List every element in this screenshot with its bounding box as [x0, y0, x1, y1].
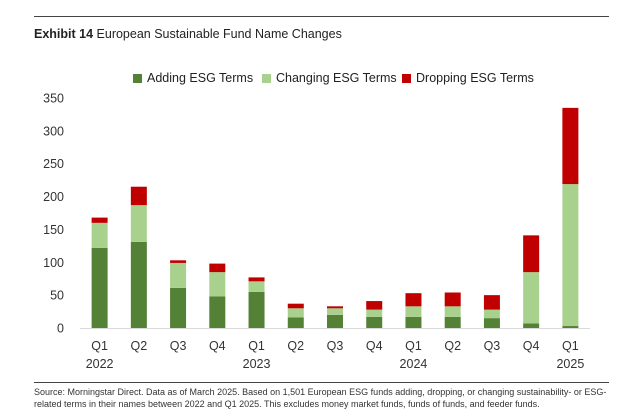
bar-segment-adding: [209, 296, 226, 328]
bar-segment-adding: [444, 316, 461, 328]
x-tick-label: Q4: [209, 339, 226, 353]
bar-segment-adding: [483, 318, 500, 328]
x-tick-label: Q3: [484, 339, 501, 353]
x-tick-label: Q1: [405, 339, 422, 353]
legend-swatch-changing: [262, 73, 271, 83]
bar-segment-changing: [562, 184, 579, 327]
bar-segment-adding: [562, 326, 579, 328]
bar-segment-changing: [170, 262, 187, 288]
bar-segment-adding: [248, 291, 265, 328]
bar-segment-adding: [405, 316, 422, 328]
y-tick-label: 0: [57, 322, 64, 336]
bar-segment-changing: [444, 306, 461, 317]
bar-segment-dropping: [248, 277, 265, 282]
bar-segment-adding: [327, 314, 343, 328]
bar-segment-dropping: [405, 293, 422, 307]
legend-label-adding: Adding ESG Terms: [147, 71, 254, 85]
bar-segment-dropping: [523, 235, 540, 273]
x-tick-label: Q4: [366, 339, 383, 353]
x-year-label: 2023: [243, 357, 271, 371]
bar-segment-adding: [366, 316, 383, 328]
legend-label-changing: Changing ESG Terms: [276, 71, 397, 85]
x-year-label: 2024: [400, 357, 428, 371]
chart-title: Exhibit 14 European Sustainable Fund Nam…: [34, 27, 342, 41]
y-tick-label: 150: [43, 223, 64, 237]
bar-segment-dropping: [562, 107, 579, 185]
x-tick-label: Q4: [523, 339, 540, 353]
legend-item-changing: Changing ESG Terms: [262, 71, 397, 85]
bar-segment-dropping: [327, 306, 343, 309]
y-tick-label: 50: [50, 289, 64, 303]
bar-segment-adding: [287, 317, 304, 328]
y-tick-label: 200: [43, 190, 64, 204]
bar-segment-dropping: [170, 260, 187, 263]
bar-segment-dropping: [91, 217, 108, 223]
y-tick-label: 350: [43, 92, 64, 106]
bar-segment-changing: [248, 281, 265, 292]
bottom-rule: [34, 382, 609, 383]
bar-segment-adding: [523, 323, 540, 328]
bar-segment-adding: [91, 247, 108, 328]
bar-segment-changing: [366, 309, 383, 317]
x-tick-label: Q2: [131, 339, 148, 353]
bar-segment-changing: [327, 308, 343, 315]
bar-segment-dropping: [209, 263, 226, 273]
bar-segment-dropping: [130, 186, 147, 206]
legend-label-dropping: Dropping ESG Terms: [416, 71, 534, 85]
bar-segment-changing: [405, 306, 422, 317]
bar-segment-adding: [130, 241, 147, 328]
x-tick-label: Q3: [170, 339, 187, 353]
legend: Adding ESG Terms Changing ESG Terms Drop…: [0, 71, 623, 87]
y-tick-label: 250: [43, 157, 64, 171]
x-tick-label: Q1: [562, 339, 579, 353]
y-tick-label: 300: [43, 124, 64, 138]
source-note: Source: Morningstar Direct. Data as of M…: [34, 387, 607, 409]
stacked-bar-chart: 0 50 100 150 200 250 300 350 Q1 2022 Q2 Q3 Q4 Q1 2023 Q…: [43, 92, 590, 371]
bar-segment-changing: [130, 205, 147, 242]
exhibit-number: Exhibit 14: [34, 27, 94, 41]
top-rule: [34, 16, 609, 17]
bar-segment-changing: [483, 309, 500, 319]
bar-segment-dropping: [444, 292, 461, 307]
legend-item-dropping: Dropping ESG Terms: [402, 71, 534, 85]
bar-segment-adding: [170, 287, 187, 328]
exhibit-title: European Sustainable Fund Name Changes: [96, 27, 342, 41]
bar-segment-dropping: [366, 301, 383, 310]
bar-segment-changing: [287, 308, 304, 318]
x-year-label: 2022: [86, 357, 114, 371]
x-tick-label: Q1: [91, 339, 108, 353]
legend-swatch-dropping: [402, 73, 411, 83]
legend-swatch-adding: [133, 73, 142, 83]
bar-segment-changing: [91, 222, 108, 248]
bar-segment-changing: [209, 272, 226, 297]
y-tick-label: 100: [43, 256, 64, 270]
bar-segment-changing: [523, 272, 540, 324]
x-tick-label: Q2: [287, 339, 304, 353]
bar-segment-dropping: [483, 295, 500, 310]
bar-segment-dropping: [287, 303, 304, 309]
x-tick-label: Q3: [327, 339, 344, 353]
x-tick-label: Q2: [444, 339, 461, 353]
legend-item-adding: Adding ESG Terms: [133, 71, 253, 85]
x-tick-label: Q1: [248, 339, 265, 353]
x-year-label: 2025: [556, 357, 584, 371]
